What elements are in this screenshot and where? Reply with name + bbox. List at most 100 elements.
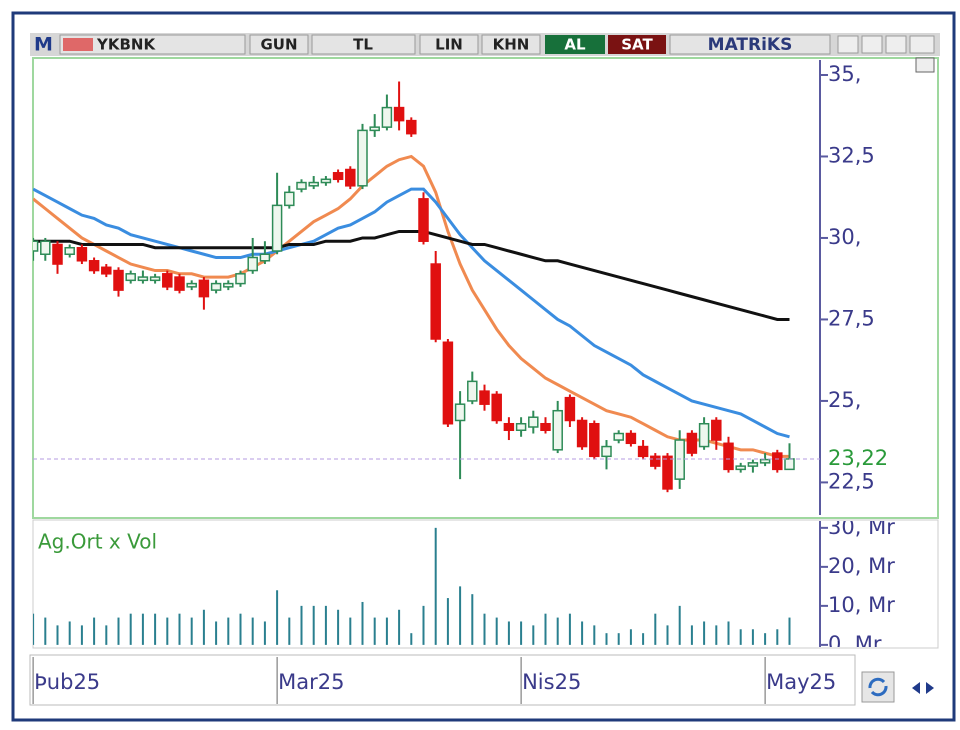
volume-bar bbox=[544, 613, 547, 645]
candle-body bbox=[52, 243, 63, 265]
axes: 22,5 25, 27,5 30, 32,5 35, Þub25 Mar25 Nis25 May2… bbox=[32, 62, 895, 704]
volume-bar bbox=[690, 625, 693, 645]
candle-body bbox=[430, 263, 441, 340]
candle-body bbox=[503, 422, 515, 432]
period-button[interactable] bbox=[249, 34, 309, 55]
candle-body bbox=[125, 273, 136, 282]
menu-button[interactable] bbox=[837, 35, 859, 54]
volume-bar bbox=[788, 617, 791, 645]
x-tick-label: May25 bbox=[766, 670, 836, 694]
volume-bar bbox=[56, 625, 59, 645]
candle-body bbox=[174, 276, 185, 291]
candle-body bbox=[540, 422, 551, 432]
price-panel bbox=[32, 57, 939, 519]
currency-button[interactable] bbox=[311, 34, 416, 55]
candle-body bbox=[589, 422, 600, 458]
candle-body bbox=[247, 256, 258, 272]
close-button[interactable] bbox=[909, 35, 935, 54]
candle-body bbox=[162, 273, 173, 288]
sell: SAT bbox=[621, 36, 653, 54]
candle-body bbox=[235, 273, 246, 285]
candle-body bbox=[381, 106, 393, 128]
candle-body bbox=[674, 439, 685, 480]
minimize-button[interactable] bbox=[861, 35, 883, 54]
candle-body bbox=[576, 419, 588, 448]
volume-bar bbox=[642, 633, 645, 645]
volume-bar bbox=[446, 598, 449, 645]
maximize-button[interactable] bbox=[885, 35, 907, 54]
candle-body bbox=[357, 129, 368, 187]
y-tick-label: 25, bbox=[828, 388, 861, 412]
candle-body bbox=[650, 455, 661, 467]
volume-bar bbox=[495, 617, 498, 645]
candle-body bbox=[259, 253, 271, 262]
candle-body bbox=[467, 380, 478, 402]
mode: KHN bbox=[493, 36, 530, 54]
last-price-label: 23,22 bbox=[828, 446, 888, 470]
y-tick-label: 10, Mr bbox=[828, 593, 895, 617]
volume-bar bbox=[751, 629, 754, 645]
volume-bar bbox=[739, 629, 742, 645]
candle-body bbox=[723, 442, 734, 471]
volume-bar bbox=[764, 633, 767, 645]
candle-body bbox=[442, 341, 454, 425]
volume-bar bbox=[190, 617, 193, 645]
refresh-button[interactable] bbox=[861, 671, 895, 703]
volume-bar bbox=[263, 621, 266, 645]
volume-bar bbox=[398, 609, 401, 645]
candle-body bbox=[735, 465, 746, 471]
scroll-right[interactable] bbox=[926, 682, 934, 694]
buy-button[interactable] bbox=[545, 35, 605, 54]
x-tick-label: Mar25 bbox=[278, 670, 344, 694]
candle-body bbox=[345, 168, 356, 187]
volume-bar bbox=[605, 633, 608, 645]
y-tick-label: 27,5 bbox=[828, 306, 875, 330]
candle-body bbox=[698, 422, 710, 448]
volume-bar bbox=[727, 621, 730, 645]
candle-body bbox=[711, 419, 722, 441]
scale: LIN bbox=[435, 36, 463, 54]
volume-bar bbox=[678, 605, 681, 645]
y-tick-label: 35, bbox=[828, 62, 861, 86]
refresh-icon bbox=[868, 677, 888, 697]
volume-bar bbox=[617, 633, 620, 645]
volume-bar bbox=[532, 625, 535, 645]
volume-bar bbox=[471, 594, 474, 645]
panel-button[interactable] bbox=[915, 57, 935, 73]
volume-bar bbox=[422, 605, 425, 645]
sell-button[interactable] bbox=[608, 35, 666, 54]
y-tick-label: 22,5 bbox=[828, 469, 875, 493]
volume-bar bbox=[215, 621, 218, 645]
candle-body bbox=[454, 403, 466, 422]
candle-body bbox=[564, 396, 576, 422]
volume-bar bbox=[776, 629, 779, 645]
volume-bar bbox=[459, 586, 462, 645]
candle-body bbox=[88, 260, 100, 272]
volume-bar bbox=[166, 617, 169, 645]
candle-body bbox=[393, 106, 405, 122]
candle-body bbox=[296, 181, 307, 190]
volume-bar bbox=[361, 601, 364, 645]
volume-bar bbox=[288, 617, 291, 645]
volume-bar bbox=[581, 621, 584, 645]
candle-body bbox=[491, 393, 502, 422]
scale-button[interactable] bbox=[419, 34, 479, 55]
volume-bar bbox=[251, 617, 254, 645]
volume-bar bbox=[703, 621, 706, 645]
candle-body bbox=[33, 240, 39, 252]
volume-bar bbox=[666, 625, 669, 645]
volume-bar bbox=[276, 590, 279, 645]
candle-body bbox=[149, 276, 161, 282]
candle-body bbox=[637, 445, 649, 458]
candle-body bbox=[64, 246, 75, 256]
symbol-box[interactable] bbox=[59, 34, 246, 55]
volume-plot bbox=[33, 527, 791, 645]
symbol: YKBNK bbox=[96, 36, 156, 54]
candle-body bbox=[332, 172, 344, 181]
candle-body bbox=[76, 246, 88, 262]
volume-bar bbox=[483, 613, 486, 645]
mode-button[interactable] bbox=[481, 34, 541, 55]
scroll-left[interactable] bbox=[912, 682, 920, 694]
symbol-icon bbox=[63, 38, 93, 51]
